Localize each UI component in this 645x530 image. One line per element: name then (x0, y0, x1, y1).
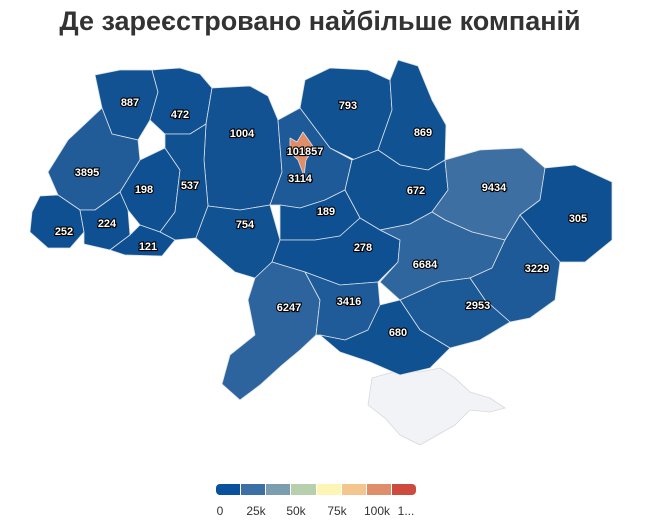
region-value-label: 3895 (75, 167, 99, 179)
region-value-label: 101857 (287, 146, 324, 158)
region-value-label: 887 (121, 97, 139, 109)
region-rivne[interactable] (149, 67, 213, 135)
legend-swatch (316, 484, 342, 495)
legend-color-bar (216, 484, 416, 495)
legend-tick: 100k (363, 504, 391, 518)
region-value-label: 305 (569, 213, 587, 225)
region-value-label: 3114 (288, 173, 313, 185)
legend-swatch (366, 484, 392, 495)
legend-tick: 25k (246, 504, 266, 518)
region-value-label: 869 (414, 127, 432, 139)
region-value-label: 793 (339, 100, 357, 112)
map-title: Де зареєстровано найбільше компаній (59, 6, 581, 36)
ukraine-choropleth-map: 887 472 1004 101857 793 869 3895 198 537 3114 672 9… (29, 59, 613, 446)
region-zakarpattia[interactable] (29, 194, 85, 249)
region-luhansk[interactable] (519, 164, 613, 263)
region-value-label: 198 (135, 184, 153, 196)
region-value-label: 121 (139, 241, 157, 253)
legend-swatch (266, 484, 292, 495)
legend-tick: 75k (327, 504, 347, 518)
color-legend (216, 484, 417, 497)
legend-tick: 50k (286, 504, 306, 518)
region-value-label: 1004 (230, 128, 255, 140)
region-value-label: 278 (354, 242, 372, 254)
legend-swatch (341, 484, 367, 495)
region-value-label: 680 (389, 327, 407, 339)
region-kyiv-city[interactable] (289, 131, 315, 177)
region-donetsk[interactable] (469, 214, 561, 323)
legend-swatch (291, 484, 317, 495)
legend-swatch (241, 484, 267, 495)
region-value-label: 3416 (337, 296, 361, 308)
legend-swatch (391, 484, 416, 495)
region-value-label: 2953 (466, 300, 490, 312)
region-value-label: 9434 (482, 182, 507, 194)
region-value-label: 189 (317, 206, 335, 218)
legend-tick: 0 (216, 504, 224, 518)
legend-tick: 1... (397, 504, 415, 518)
region-value-label: 224 (98, 218, 117, 230)
region-value-label: 6247 (277, 302, 301, 314)
region-value-label: 3229 (525, 263, 549, 275)
region-value-label: 672 (407, 185, 425, 197)
region-crimea (367, 367, 506, 446)
region-chernivtsi[interactable] (109, 224, 176, 257)
region-value-label: 472 (171, 109, 189, 121)
region-value-label: 537 (181, 180, 199, 192)
region-kherson[interactable] (319, 299, 451, 376)
region-value-label: 754 (236, 219, 255, 231)
region-odesa[interactable] (221, 261, 321, 401)
legend-swatch (216, 484, 242, 495)
region-zhytomyr[interactable] (203, 85, 283, 211)
legend-ticks: 0 25k 50k 75k 100k 1... (216, 504, 436, 520)
region-value-label: 252 (55, 226, 73, 238)
region-value-label: 6684 (413, 259, 438, 271)
region-khmelnytskyi[interactable] (159, 123, 209, 241)
